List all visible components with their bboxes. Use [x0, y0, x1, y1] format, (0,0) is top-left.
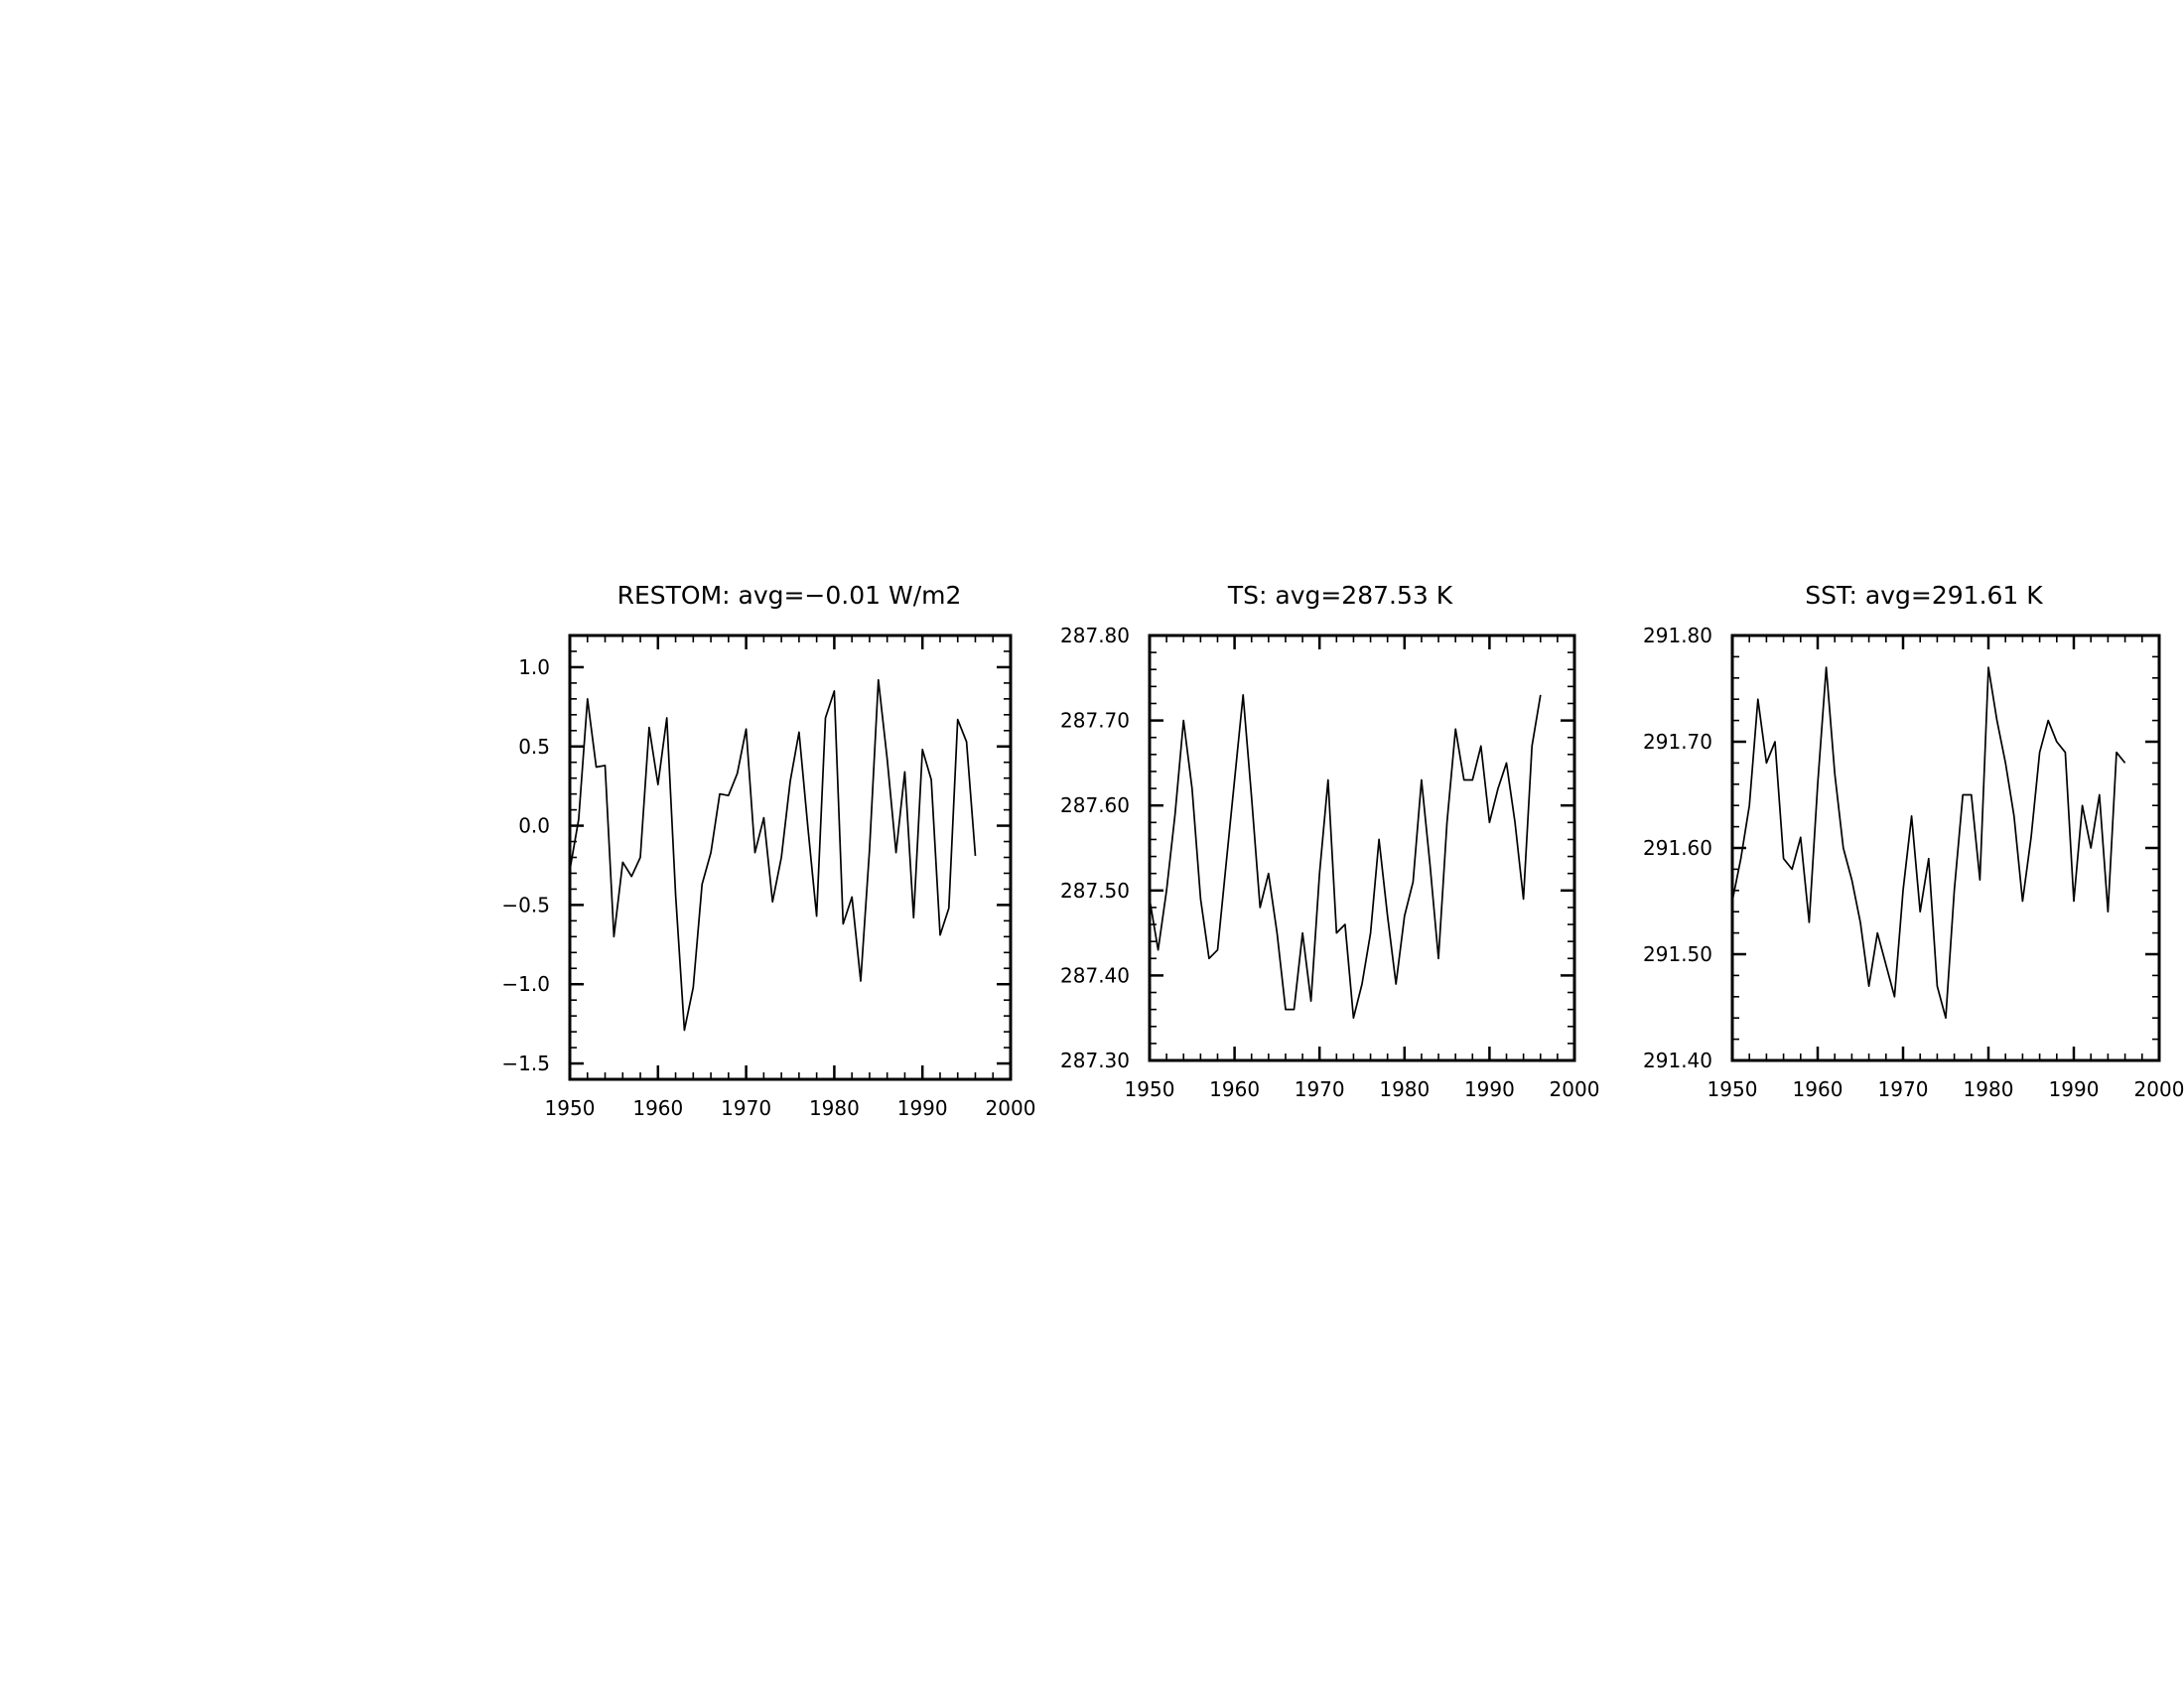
restom-y-tick-label: −0.5: [501, 893, 550, 916]
restom-x-tick-label: 1990: [897, 1096, 948, 1120]
restom-x-tick-label: 1960: [632, 1096, 683, 1120]
sst-y-tick-label: 291.70: [1643, 730, 1712, 754]
restom-title: RESTOM: avg=−0.01 W/m2: [617, 581, 962, 610]
ts-y-tick-label: 287.40: [1060, 963, 1130, 987]
sst-y-tick-label: 291.40: [1643, 1049, 1712, 1072]
ts-y-tick-label: 287.70: [1060, 709, 1130, 733]
sst-panel: SST: avg=291.61 K 1950 1960 1970 1980 1990 20…: [1643, 581, 2184, 1101]
restom-panel: RESTOM: avg=−0.01 W/m2 1950 1960 1970 1980 1…: [501, 581, 1035, 1120]
restom-y-tick-label: 1.0: [518, 655, 550, 679]
ts-title: TS: avg=287.53 K: [1227, 581, 1453, 610]
ts-series-line: [1149, 694, 1542, 1020]
ts-x-tick-label: 1980: [1379, 1077, 1430, 1101]
sst-x-tick-label: 2000: [2134, 1077, 2184, 1101]
sst-x-tick-label: 1950: [1707, 1077, 1758, 1101]
sst-series-line: [1731, 666, 2126, 1020]
sst-x-tick-label: 1960: [1793, 1077, 1843, 1101]
restom-y-tick-label: 0.0: [518, 814, 550, 838]
sst-plot-frame: [1730, 633, 2161, 1062]
sst-title: SST: avg=291.61 K: [1805, 581, 2043, 610]
ts-x-tick-label: 1990: [1464, 1077, 1515, 1101]
restom-series-line: [569, 678, 977, 1032]
ts-y-tick-label: 287.50: [1060, 879, 1130, 903]
sst-x-tick-label: 1990: [2049, 1077, 2100, 1101]
ts-x-tick-label: 1950: [1125, 1077, 1175, 1101]
sst-y-tick-label: 291.60: [1643, 836, 1712, 860]
restom-x-tick-label: 1950: [545, 1096, 596, 1120]
restom-y-tick-label: 0.5: [518, 735, 550, 759]
restom-x-tick-label: 1980: [809, 1096, 860, 1120]
ts-y-tick-label: 287.30: [1060, 1049, 1130, 1072]
ts-plot-frame: [1148, 633, 1576, 1062]
ts-panel: TS: avg=287.53 K 1950 1960 1970 1980 1990 200…: [1060, 581, 1599, 1101]
ts-x-tick-label: 2000: [1550, 1077, 1600, 1101]
restom-x-tick-label: 1970: [721, 1096, 771, 1120]
sst-x-tick-label: 1970: [1878, 1077, 1929, 1101]
restom-plot-frame: [568, 633, 1013, 1081]
ts-y-tick-label: 287.80: [1060, 624, 1130, 647]
ts-x-tick-label: 1960: [1209, 1077, 1260, 1101]
sst-y-tick-label: 291.80: [1643, 624, 1712, 647]
ts-x-tick-label: 1970: [1295, 1077, 1345, 1101]
restom-y-tick-label: −1.5: [501, 1052, 550, 1075]
restom-y-tick-label: −1.0: [501, 972, 550, 996]
ts-y-tick-label: 287.60: [1060, 793, 1130, 817]
sst-y-tick-label: 291.50: [1643, 942, 1712, 966]
restom-x-tick-label: 2000: [986, 1096, 1036, 1120]
sst-x-tick-label: 1980: [1964, 1077, 2014, 1101]
